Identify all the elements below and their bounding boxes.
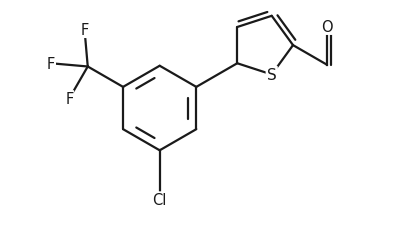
Text: O: O: [321, 20, 333, 35]
Text: F: F: [80, 23, 89, 38]
Text: F: F: [47, 57, 55, 72]
Text: S: S: [267, 68, 277, 83]
Text: F: F: [65, 91, 73, 106]
Text: Cl: Cl: [152, 192, 167, 207]
